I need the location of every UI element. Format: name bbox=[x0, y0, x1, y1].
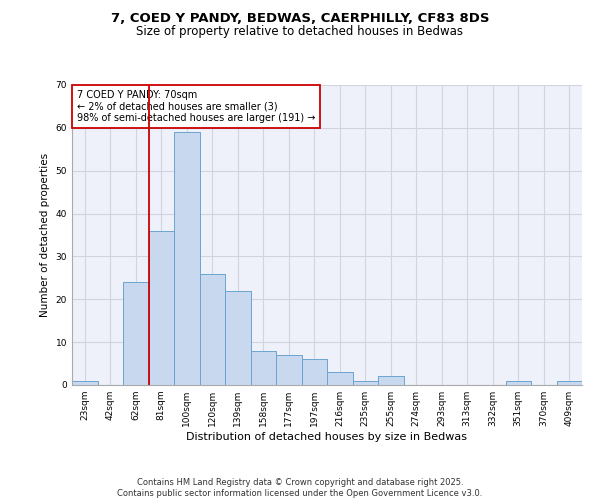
Text: 7, COED Y PANDY, BEDWAS, CAERPHILLY, CF83 8DS: 7, COED Y PANDY, BEDWAS, CAERPHILLY, CF8… bbox=[111, 12, 489, 26]
Bar bbox=[505, 380, 531, 385]
Bar bbox=[276, 355, 302, 385]
Text: Contains HM Land Registry data © Crown copyright and database right 2025.
Contai: Contains HM Land Registry data © Crown c… bbox=[118, 478, 482, 498]
Bar bbox=[199, 274, 225, 385]
Text: Size of property relative to detached houses in Bedwas: Size of property relative to detached ho… bbox=[137, 25, 464, 38]
X-axis label: Distribution of detached houses by size in Bedwas: Distribution of detached houses by size … bbox=[187, 432, 467, 442]
Bar bbox=[327, 372, 353, 385]
Bar bbox=[353, 380, 378, 385]
Bar bbox=[174, 132, 199, 385]
Bar bbox=[149, 230, 174, 385]
Bar bbox=[378, 376, 404, 385]
Bar bbox=[225, 290, 251, 385]
Bar bbox=[72, 380, 97, 385]
Bar bbox=[302, 360, 327, 385]
Bar bbox=[251, 350, 276, 385]
Text: 7 COED Y PANDY: 70sqm
← 2% of detached houses are smaller (3)
98% of semi-detach: 7 COED Y PANDY: 70sqm ← 2% of detached h… bbox=[77, 90, 316, 122]
Y-axis label: Number of detached properties: Number of detached properties bbox=[40, 153, 50, 317]
Bar bbox=[123, 282, 149, 385]
Bar bbox=[557, 380, 582, 385]
